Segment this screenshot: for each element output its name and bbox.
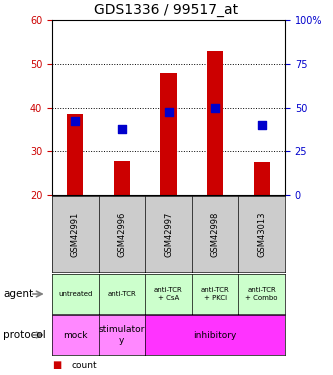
Text: GSM43013: GSM43013 (257, 211, 266, 257)
Text: GSM42997: GSM42997 (164, 211, 173, 256)
Text: stimulator
y: stimulator y (99, 325, 145, 345)
Text: count: count (72, 360, 98, 369)
Bar (207, 51, 223, 195)
Text: agent: agent (3, 289, 33, 299)
Point (166, 109, 171, 115)
Text: mock: mock (63, 330, 88, 339)
Text: ■: ■ (52, 360, 61, 370)
Text: anti-TCR
+ CsA: anti-TCR + CsA (154, 288, 183, 300)
Text: GSM42991: GSM42991 (71, 211, 80, 256)
Text: untreated: untreated (58, 291, 93, 297)
Text: GDS1336 / 99517_at: GDS1336 / 99517_at (95, 3, 238, 17)
Text: anti-TCR
+ PKCi: anti-TCR + PKCi (201, 288, 229, 300)
Point (119, 126, 125, 132)
Point (212, 105, 218, 111)
Text: GSM42998: GSM42998 (210, 211, 219, 256)
Point (259, 122, 264, 128)
Bar (67, 114, 84, 195)
Text: ■: ■ (52, 374, 61, 375)
Text: GSM42996: GSM42996 (118, 211, 127, 256)
Text: anti-TCR: anti-TCR (108, 291, 136, 297)
Text: inhibitory: inhibitory (193, 330, 237, 339)
Bar (114, 161, 130, 195)
Point (73, 118, 78, 124)
Text: protocol: protocol (3, 330, 46, 340)
Text: anti-TCR
+ Combo: anti-TCR + Combo (245, 288, 278, 300)
Bar (253, 162, 270, 195)
Bar (161, 74, 176, 195)
